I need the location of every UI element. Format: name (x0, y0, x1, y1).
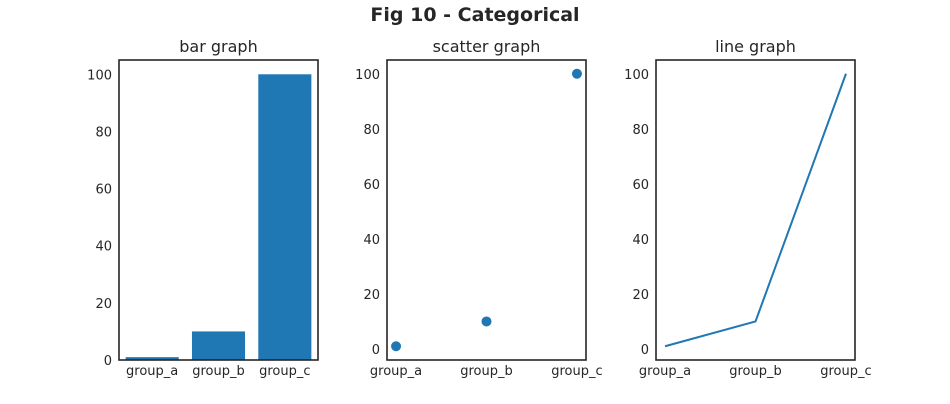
bar-group_b (191, 331, 246, 360)
x-tick-label: group_b (460, 364, 513, 379)
x-tick-label: group_a (126, 364, 178, 379)
y-tick-label: 0 (372, 343, 380, 358)
y-tick-label: 40 (363, 233, 380, 248)
x-tick-label: group_c (820, 364, 871, 379)
figure-title: Fig 10 - Categorical (370, 4, 580, 26)
y-tick-label: 80 (95, 125, 112, 140)
y-tick-label: 0 (104, 354, 112, 369)
point-group_b (481, 316, 492, 327)
x-tick-label: group_a (639, 364, 691, 379)
y-tick-label: 60 (632, 178, 649, 193)
y-tick-label: 100 (87, 68, 112, 83)
y-tick-label: 100 (624, 68, 649, 83)
y-tick-label: 80 (632, 123, 649, 138)
x-tick-label: group_a (370, 364, 422, 379)
y-tick-label: 80 (363, 123, 380, 138)
y-tick-label: 20 (363, 288, 380, 303)
chart-title: scatter graph (433, 37, 541, 56)
point-group_a (391, 341, 402, 352)
bar-group_a (125, 357, 179, 360)
series-line (664, 73, 847, 348)
bar-group_c (258, 74, 312, 361)
chart-panel-scatter: scatter graph 0 20 40 60 80 100 group_a group_b g… (355, 37, 602, 379)
plot-frame (655, 59, 856, 361)
chart-title: bar graph (179, 37, 257, 56)
y-tick-label: 40 (95, 240, 112, 255)
y-tick-label: 20 (95, 297, 112, 312)
x-tick-label: group_b (192, 364, 245, 379)
x-tick-label: group_b (729, 364, 782, 379)
point-group_c (571, 68, 582, 79)
y-tick-label: 100 (355, 68, 380, 83)
plot-frame (118, 59, 319, 361)
chart-title: line graph (715, 37, 796, 56)
x-tick-label: group_c (259, 364, 310, 379)
chart-panel-bar: bar graph 0 20 40 60 80 100 group_a group_b group… (87, 37, 319, 379)
y-tick-label: 0 (641, 343, 649, 358)
y-tick-label: 60 (95, 183, 112, 198)
y-tick-label: 20 (632, 288, 649, 303)
y-tick-label: 40 (632, 233, 649, 248)
plot-frame (386, 59, 587, 361)
x-tick-label: group_c (551, 364, 602, 379)
chart-panel-line: line graph 0 20 40 60 80 100 group_a group_b grou… (624, 37, 871, 379)
y-tick-label: 60 (363, 178, 380, 193)
